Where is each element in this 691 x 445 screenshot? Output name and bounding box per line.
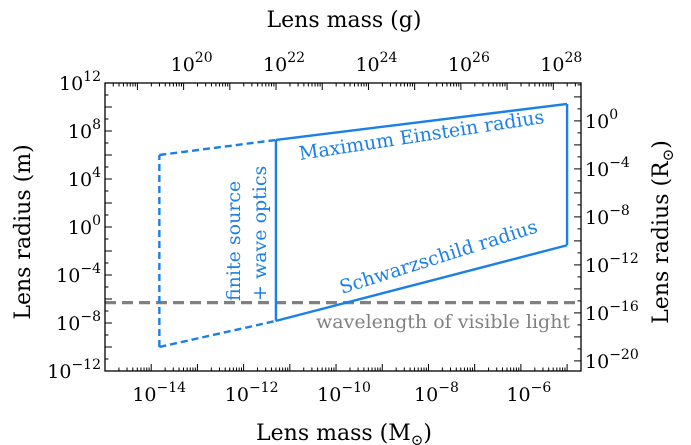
x-bottom-axis-label: Lens mass (M⊙) <box>256 421 432 445</box>
boundary-line-0 <box>275 102 568 142</box>
y-left-tick-label: 100 <box>68 213 101 239</box>
visible-light-label: wavelength of visible light <box>316 311 570 333</box>
y-left-axis-label: Lens radius (m) <box>11 144 36 319</box>
x-bottom-tick-label: 10−6 <box>506 380 551 406</box>
y-left-tick-label: 10−4 <box>56 261 101 287</box>
x-top-tick-label: 1024 <box>355 50 397 76</box>
plot-content <box>105 102 581 349</box>
x-top-tick-label: 1022 <box>263 50 305 76</box>
x-bottom-tick-label: 10−10 <box>317 380 371 406</box>
y-left-tick-label: 10−8 <box>56 309 101 335</box>
bottom-tick-labels: 10−14 10−12 10−10 10−8 10−6 <box>132 380 551 406</box>
y-right-tick-label: 10−20 <box>585 347 639 373</box>
x-top-axis-label: Lens mass (g) <box>267 8 422 33</box>
schwarzschild-radius-label: Schwarzschild radius <box>337 216 540 299</box>
left-tick-labels: 1012 108 104 100 10−4 10−8 10−12 <box>47 69 101 383</box>
x-bottom-tick-label: 10−12 <box>225 380 279 406</box>
boundary-line-4 <box>159 138 277 157</box>
y-right-tick-label: 10−12 <box>585 251 639 277</box>
x-top-tick-label: 1026 <box>448 50 490 76</box>
boundary-line-5 <box>159 319 277 349</box>
y-right-tick-label: 100 <box>585 107 618 133</box>
ticks-layer <box>104 82 581 372</box>
y-left-tick-label: 10−12 <box>47 357 101 383</box>
x-bottom-tick-label: 10−14 <box>132 380 186 406</box>
right-tick-labels: 100 10−4 10−8 10−12 10−16 10−20 <box>585 107 639 373</box>
y-right-tick-label: 10−8 <box>585 203 630 229</box>
wave-optics-label-line2: + wave optics <box>249 166 271 301</box>
x-top-tick-label: 1020 <box>171 50 213 76</box>
y-left-tick-label: 1012 <box>59 69 101 95</box>
y-left-tick-label: 108 <box>68 117 101 143</box>
y-right-tick-label: 10−4 <box>585 155 630 181</box>
finite-source-label-line1: finite source <box>223 181 245 301</box>
x-bottom-tick-label: 10−8 <box>414 380 459 406</box>
y-right-tick-label: 10−16 <box>585 299 639 325</box>
top-tick-labels: 1020 1022 1024 1026 1028 <box>171 50 583 76</box>
einstein-radius-label: Maximum Einstein radius <box>297 106 545 165</box>
x-top-tick-label: 1028 <box>540 50 582 76</box>
boundary-line-1 <box>275 244 568 323</box>
y-right-axis-label: Lens radius (R⊙) <box>649 140 677 324</box>
y-left-tick-label: 104 <box>68 165 101 191</box>
